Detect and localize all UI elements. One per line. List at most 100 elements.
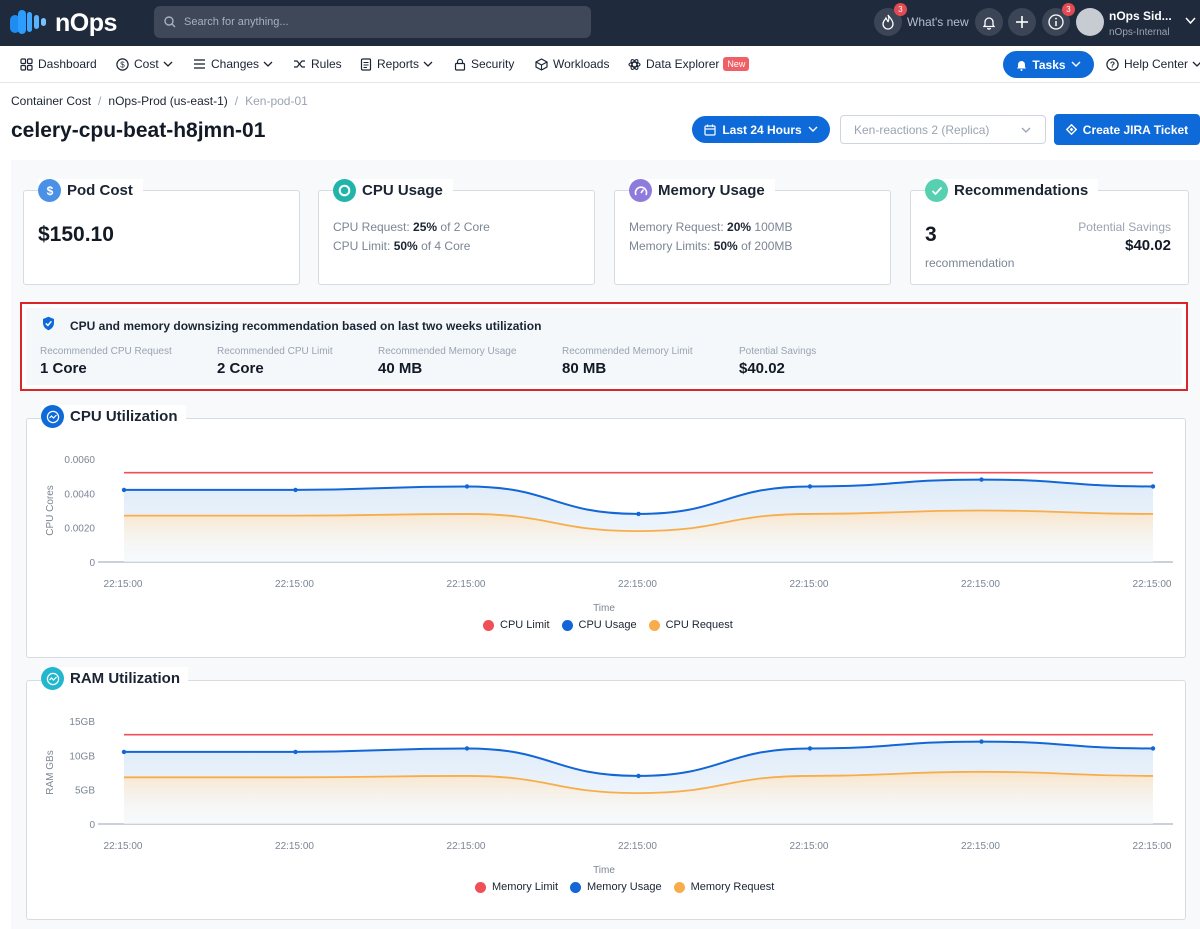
rec-label: Recommended Memory Usage (378, 346, 517, 357)
nav-label: Cost (134, 57, 159, 71)
chart-icon (41, 667, 64, 690)
cpu-request-line: CPU Request: 25% of 2 Core (333, 220, 490, 234)
date-range-label: Last 24 Hours (722, 122, 802, 137)
search-input[interactable]: Search for anything... (154, 6, 591, 38)
y-tick-label: 0.0040 (64, 489, 95, 500)
nops-logo-icon (10, 10, 46, 34)
usage-point (636, 773, 641, 779)
cube-icon (535, 57, 548, 71)
ram-utilization-header: RAM Utilization (41, 667, 188, 690)
whats-new-link[interactable]: What's new (907, 15, 969, 29)
usage-point (979, 739, 984, 744)
add-button[interactable] (1008, 8, 1036, 36)
x-axis-label: Time (593, 603, 615, 614)
help-center[interactable]: ? Help Center (1106, 57, 1200, 71)
x-tick-label: 22:15:00 (961, 841, 1000, 852)
usage-point (464, 484, 470, 489)
page-title: celery-cpu-beat-h8jmn-01 (11, 119, 266, 142)
svg-text:$: $ (46, 184, 53, 198)
pod-cost-header: $ Pod Cost (38, 179, 143, 202)
x-tick-label: 22:15:00 (447, 579, 486, 590)
info-button[interactable]: 3 (1042, 3, 1075, 36)
legend-item[interactable]: CPU Usage (561, 619, 637, 631)
usage-point (464, 746, 470, 751)
svg-text:$: $ (120, 60, 125, 69)
nav-changes[interactable]: Changes (193, 57, 273, 71)
request-series-line (124, 509, 1154, 533)
grid-icon (20, 57, 33, 71)
request-series-line (124, 770, 1154, 795)
nav-label: Data Explorer (646, 57, 720, 71)
usage-point (636, 511, 641, 517)
ram-legend: Memory Limit Memory Usage Memory Request (475, 881, 774, 893)
chevron-down-icon (1192, 61, 1200, 67)
streak-button[interactable]: 3 (874, 3, 907, 36)
create-jira-ticket-button[interactable]: Create JIRA Ticket (1054, 114, 1200, 145)
user-name[interactable]: nOps Sid... (1109, 9, 1172, 23)
top-bar: nOps Search for anything... 3 What's new (0, 0, 1200, 46)
request-area (124, 771, 1153, 824)
user-menu-chevron-icon[interactable] (1185, 17, 1196, 25)
pod-cost-value: $150.10 (38, 223, 114, 246)
y-tick-label: 0 (89, 558, 95, 569)
nav-workloads[interactable]: Workloads (535, 57, 609, 71)
rec-label: Potential Savings (739, 346, 817, 357)
shield-icon (43, 316, 54, 331)
breadcrumb-item[interactable]: nOps-Prod (us-east-1) (108, 94, 228, 108)
chevron-down-icon (808, 126, 818, 132)
nav-dashboard[interactable]: Dashboard (20, 57, 97, 71)
x-tick-label: 22:15:00 (447, 841, 486, 852)
chart-icon (41, 405, 64, 428)
y-tick-label: 10GB (69, 751, 95, 762)
logo[interactable]: nOps (10, 9, 117, 37)
potential-savings-value: $40.02 (1125, 237, 1171, 254)
legend-item[interactable]: Memory Limit (475, 881, 558, 893)
cluster-select[interactable]: Ken-reactions 2 (Replica) (840, 115, 1046, 144)
y-tick-label: 0.0060 (64, 455, 95, 466)
x-tick-label: 22:15:00 (1133, 579, 1172, 590)
cpu-limit-line: CPU Limit: 50% of 4 Core (333, 239, 471, 253)
x-tick-label: 22:15:00 (104, 841, 143, 852)
memory-usage-title: Memory Usage (658, 182, 765, 199)
breadcrumb: Container Cost / nOps-Prod (us-east-1) /… (11, 94, 308, 108)
notifications-button[interactable] (975, 8, 1003, 36)
tasks-label: Tasks (1032, 57, 1066, 72)
atom-icon (628, 58, 641, 70)
plus-icon (1016, 16, 1028, 28)
svg-text:?: ? (1110, 59, 1115, 69)
info-badge: 3 (1062, 3, 1075, 16)
cluster-select-value: Ken-reactions 2 (Replica) (854, 122, 990, 137)
x-tick-label: 22:15:00 (275, 841, 314, 852)
usage-point (121, 749, 127, 755)
memory-limit-line: Memory Limits: 50% of 200MB (629, 239, 793, 253)
breadcrumb-item[interactable]: Container Cost (11, 94, 92, 108)
lock-icon (454, 58, 466, 71)
jira-label: Create JIRA Ticket (1082, 122, 1189, 137)
cpu-utilization-chart: 0 0.0020 0.0040 0.0060 CPU Cores 22:15:00 22:1… (45, 455, 1173, 614)
nav-data-explorer[interactable]: Data Explorer New (628, 57, 750, 71)
rec-value: $40.02 (739, 360, 785, 377)
cpu-utilization-card: 0 0.0020 0.0040 0.0060 CPU Cores 22:15:00 22:1… (26, 418, 1186, 658)
nav-security[interactable]: Security (454, 57, 514, 71)
x-tick-label: 22:15:00 (790, 841, 829, 852)
legend-item[interactable]: Memory Request (673, 881, 774, 893)
chevron-down-icon (1071, 61, 1081, 67)
tasks-button[interactable]: Tasks (1003, 51, 1094, 78)
legend-item[interactable]: Memory Usage (570, 881, 662, 893)
nav-reports[interactable]: Reports (360, 57, 433, 71)
list-icon (194, 59, 205, 69)
gauge-icon (629, 179, 652, 202)
help-icon: ? (1106, 57, 1119, 71)
nav-label: Changes (211, 57, 260, 71)
legend-item[interactable]: CPU Limit (483, 619, 550, 631)
rec-value: 40 MB (378, 360, 423, 377)
nav-rules[interactable]: Rules (293, 57, 342, 71)
date-range-button[interactable]: Last 24 Hours (692, 116, 830, 143)
recommendation-panel (26, 308, 1182, 385)
avatar[interactable] (1076, 8, 1104, 36)
legend-item[interactable]: CPU Request (648, 619, 733, 631)
recommendations-count[interactable]: 3 (925, 223, 937, 246)
rec-label: Recommended CPU Request (40, 346, 172, 357)
cpu-utilization-header: CPU Utilization (41, 405, 186, 428)
nav-cost[interactable]: $ Cost (116, 57, 173, 71)
